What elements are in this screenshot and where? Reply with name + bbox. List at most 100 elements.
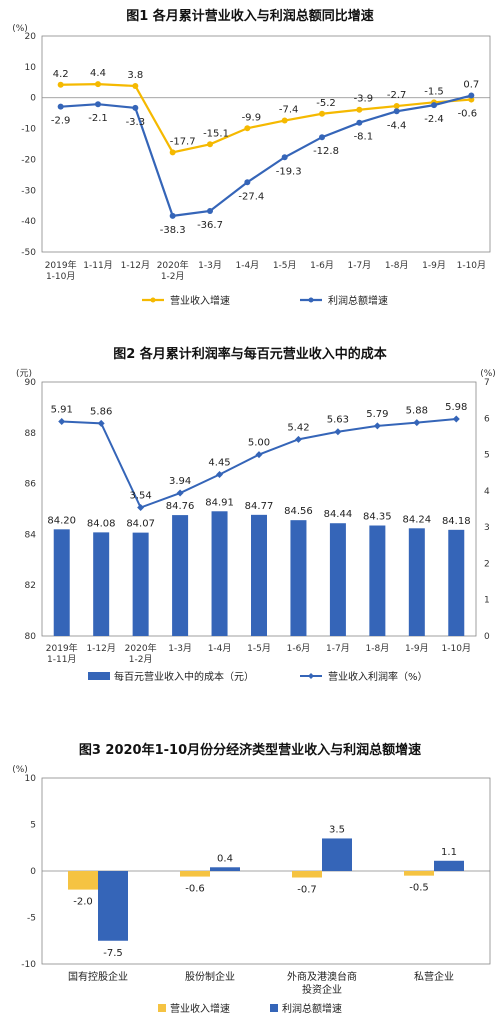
y-tick-label: -50 xyxy=(21,248,36,258)
data-label: -7.4 xyxy=(279,105,299,116)
series-line-1 xyxy=(60,83,472,154)
x-tick-label: 1-11月 xyxy=(83,260,112,271)
line-point xyxy=(58,418,66,426)
data-label: -17.7 xyxy=(170,136,196,147)
chart-title: 图1 各月累计营业收入与利润总额同比增速 xyxy=(126,8,374,24)
bar xyxy=(180,871,210,877)
x-tick-label: 2019年 xyxy=(45,259,77,271)
data-label: -27.4 xyxy=(238,191,264,202)
y-right-tick-label: 5 xyxy=(484,451,490,461)
x-tick-label: 1-11月 xyxy=(47,654,76,665)
line-point xyxy=(373,422,381,430)
x-tick-label: 2020年 xyxy=(157,259,189,271)
cost-bar xyxy=(251,514,267,636)
bar xyxy=(98,871,128,941)
x-tick-label: 1-7月 xyxy=(326,643,350,654)
bar-label: 84.18 xyxy=(442,516,471,527)
bar-label: 1.1 xyxy=(441,847,457,858)
cost-bar xyxy=(211,511,228,636)
y-right-tick-label: 0 xyxy=(484,632,490,642)
line-point xyxy=(216,471,224,479)
cost-bar xyxy=(329,523,346,636)
y-right-tick-label: 6 xyxy=(484,414,490,424)
bar-label: 84.24 xyxy=(402,514,431,525)
line-point xyxy=(334,428,342,436)
y-axis-right-label: (%) xyxy=(480,369,496,379)
data-label: 4.4 xyxy=(90,68,106,79)
legend-marker xyxy=(308,673,314,679)
y-left-tick-label: 80 xyxy=(25,632,37,642)
line-label: 5.86 xyxy=(90,406,112,417)
x-tick-label: 1-3月 xyxy=(198,260,222,271)
data-label: -4.4 xyxy=(387,120,407,131)
y-tick-label: -40 xyxy=(21,217,36,227)
line-point xyxy=(452,415,460,423)
legend-label: 营业收入利润率（%） xyxy=(328,670,428,683)
data-label: -2.4 xyxy=(424,114,444,125)
bar-label: 84.44 xyxy=(324,509,353,520)
bar-label: 84.08 xyxy=(87,518,116,529)
x-tick-label: 1-2月 xyxy=(129,654,153,665)
y-left-tick-label: 88 xyxy=(25,429,37,439)
bar-label: -0.7 xyxy=(297,885,317,896)
legend-label: 每百元营业收入中的成本（元） xyxy=(114,670,254,683)
x-tick-label: 1-6月 xyxy=(287,643,311,654)
legend-marker xyxy=(308,297,314,303)
line-point xyxy=(137,504,145,512)
chart-title: 图2 各月累计利润率与每百元营业收入中的成本 xyxy=(113,346,387,362)
line-label: 3.54 xyxy=(130,491,152,502)
x-tick-label: 外商及港澳台商 xyxy=(287,970,357,983)
bar xyxy=(434,860,464,871)
cost-bar xyxy=(172,515,189,636)
bar-label: -2.0 xyxy=(73,897,93,908)
line-label: 5.42 xyxy=(287,422,309,433)
cost-bar xyxy=(132,532,149,636)
data-label: -36.7 xyxy=(197,220,223,231)
y-tick-label: -10 xyxy=(21,125,36,135)
line-label: 5.98 xyxy=(445,402,467,413)
legend-swatch xyxy=(88,672,110,680)
bar-label: 84.77 xyxy=(245,501,274,512)
bar-label: 84.20 xyxy=(47,515,76,526)
y-axis-left-label: (元) xyxy=(16,369,32,379)
data-point xyxy=(468,92,475,99)
data-label: 4.2 xyxy=(53,69,69,80)
legend-swatch xyxy=(270,1004,278,1012)
data-label: -5.2 xyxy=(316,98,336,109)
data-point xyxy=(319,110,325,117)
x-tick-label: 1-4月 xyxy=(208,643,232,654)
legend-swatch xyxy=(158,1004,166,1012)
y-tick-label: 5 xyxy=(30,821,36,831)
y-axis-label: (%) xyxy=(12,24,28,34)
x-tick-label: 1-10月 xyxy=(46,271,75,282)
legend-marker xyxy=(150,297,156,303)
bar-label: 0.4 xyxy=(217,853,233,864)
y-tick-label: 0 xyxy=(30,94,36,104)
y-right-tick-label: 7 xyxy=(484,378,490,388)
x-tick-label: 1-5月 xyxy=(247,643,271,654)
data-point xyxy=(169,212,176,219)
y-right-tick-label: 2 xyxy=(484,559,490,569)
data-point xyxy=(95,101,101,108)
y-tick-label: -5 xyxy=(27,914,36,924)
y-axis-label: (%) xyxy=(12,765,28,775)
cost-bar xyxy=(53,529,70,636)
y-tick-label: 0 xyxy=(30,867,36,877)
x-tick-label: 1-7月 xyxy=(347,260,371,271)
data-label: -2.9 xyxy=(51,116,71,127)
legend-label: 利润总额增速 xyxy=(282,1002,342,1015)
chart-1: 图1 各月累计营业收入与利润总额同比增速 (%)20 10 0 -10 -20 -30 -40… xyxy=(12,8,491,307)
y-tick-label: -10 xyxy=(21,960,36,970)
line-point xyxy=(294,435,302,443)
line-label: 5.91 xyxy=(51,405,73,416)
y-tick-label: 10 xyxy=(25,63,37,73)
data-point xyxy=(393,103,400,110)
y-tick-label: 20 xyxy=(25,32,37,42)
line-label: 4.45 xyxy=(208,458,230,469)
cost-bar xyxy=(408,528,425,636)
data-point xyxy=(57,81,64,88)
y-right-tick-label: 1 xyxy=(484,596,490,606)
data-point xyxy=(356,106,363,113)
chart-title: 图3 2020年1-10月份分经济类型营业收入与利润总额增速 xyxy=(79,742,421,758)
x-tick-label: 1-10月 xyxy=(442,643,471,654)
